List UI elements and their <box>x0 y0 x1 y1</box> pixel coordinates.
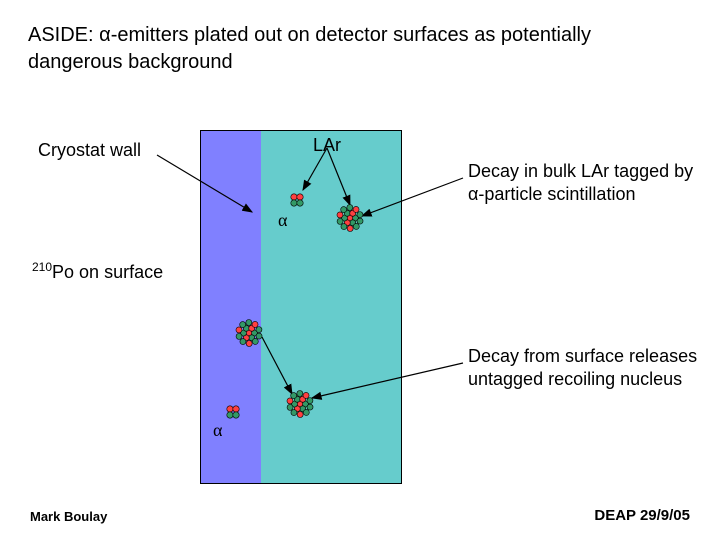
po-mass-number: 210 <box>32 260 52 274</box>
bulk-decay-annotation: Decay in bulk LAr tagged by α-particle s… <box>468 160 708 207</box>
conference-info: DEAP 29/9/05 <box>594 507 690 524</box>
author-name: Mark Boulay <box>30 509 107 524</box>
lar-label: LAr <box>313 135 341 156</box>
detector-diagram <box>200 130 402 484</box>
lar-region <box>261 131 401 483</box>
cryostat-wall-label: Cryostat wall <box>38 140 141 161</box>
alpha-symbol-2: α <box>213 420 222 441</box>
po-text: Po on surface <box>52 262 163 282</box>
cryostat-wall-region <box>201 131 261 483</box>
po-surface-label: 210Po on surface <box>32 260 163 283</box>
slide-title: ASIDE: α-emitters plated out on detector… <box>28 22 688 76</box>
alpha-symbol-1: α <box>278 210 287 231</box>
surface-decay-annotation: Decay from surface releases untagged rec… <box>468 345 718 392</box>
